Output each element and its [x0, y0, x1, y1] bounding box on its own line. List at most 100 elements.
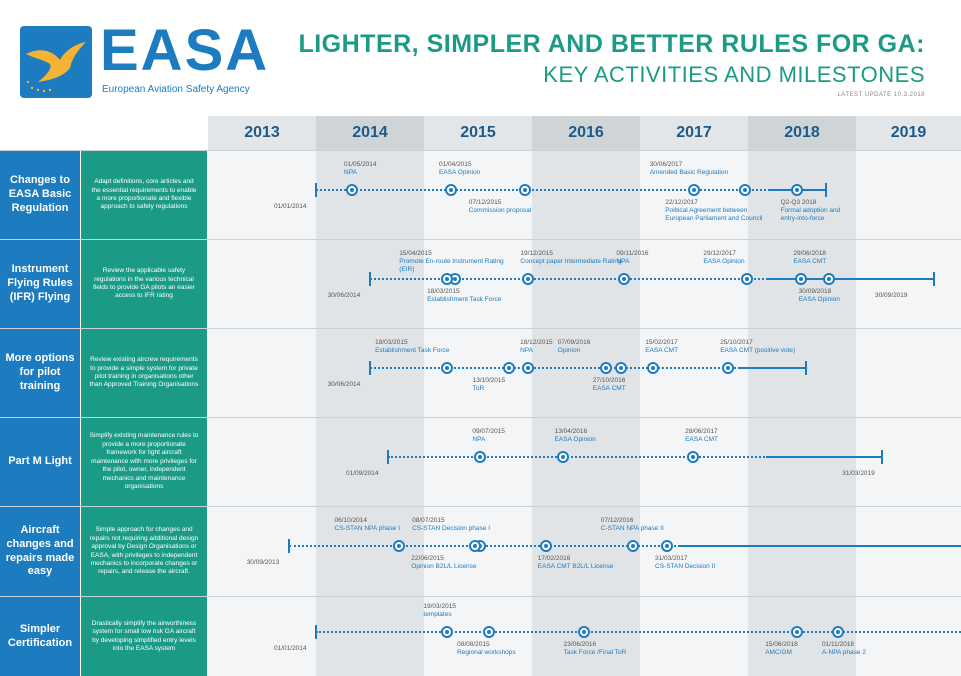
milestone-marker	[599, 362, 612, 374]
milestone-date: 30/09/2018	[798, 288, 832, 295]
milestone-label: 15/02/2017 EASA CMT	[645, 339, 678, 355]
milestone-name: EASA Opinion	[798, 296, 840, 304]
milestone-date: 29/12/2017	[703, 250, 736, 257]
year-label-2014: 2014	[316, 116, 424, 150]
milestone-marker	[502, 362, 515, 374]
milestone-label: 29/12/2017 EASA Opinion	[703, 250, 744, 266]
timeline-dotted-line	[369, 367, 740, 369]
milestone-date: 22/06/2015	[411, 555, 444, 562]
page-subtitle: KEY ACTIVITIES AND MILESTONES	[543, 62, 925, 87]
milestone-name: EASA CMT B2L/L License	[537, 563, 614, 571]
milestone-marker	[741, 273, 754, 285]
row-description: Review existing aircrew requirements to …	[81, 329, 207, 417]
milestone-name: CS-STAN NPA phase I	[334, 525, 401, 533]
milestone-date: 06/10/2014	[334, 517, 368, 524]
milestone-label: 01/05/2014 NPA	[344, 161, 377, 177]
row-description: Adapt definitions, core articles and the…	[81, 151, 207, 239]
milestone-label: Q2-Q3 2018 Formal adoption and entry-into-…	[781, 199, 841, 223]
milestone-name: AMC/GM	[765, 649, 792, 657]
milestone-name: EASA Opinion	[439, 169, 481, 177]
milestone-marker	[577, 626, 590, 638]
timeline-solid-line	[680, 545, 961, 547]
timeline-start-date: 30/06/2014	[327, 381, 361, 388]
milestone-name: A-NPA phase 2	[822, 649, 866, 657]
milestone-label: 06/10/2014 CS-STAN NPA phase I	[335, 517, 401, 533]
milestone-date: 15/04/2015	[399, 250, 432, 257]
logo-subtitle: European Aviation Safety Agency	[102, 84, 250, 95]
milestone-label: 01/04/2015 EASA Opinion	[439, 161, 480, 177]
milestone-date: 09/11/2016	[616, 250, 649, 257]
milestone-name: Formal adoption and entry-into-force	[780, 207, 841, 223]
logo-text: EASA	[100, 18, 270, 83]
milestone-name: EASA Opinion	[554, 436, 596, 444]
milestone-label: 15/04/2015 Promote En-route Instrument Ra…	[399, 250, 503, 274]
milestone-name: NPA	[616, 258, 630, 266]
milestone-date: 19/03/2015	[423, 603, 456, 610]
year-band-2019	[856, 150, 961, 676]
milestone-date: 09/07/2015	[472, 428, 505, 435]
milestone-label: 07/12/2016 C-STAN NPA phase II	[601, 517, 664, 533]
milestone-marker	[790, 184, 803, 196]
milestone-label: 09/07/2015 NPA	[472, 428, 505, 444]
timeline-end-tick	[933, 272, 936, 286]
milestone-date: 08/08/2015	[457, 641, 490, 648]
milestone-marker	[346, 184, 358, 196]
milestone-date: 31/03/2017	[655, 555, 688, 562]
timeline-start-date: 01/01/2014	[274, 203, 307, 210]
row-description: Simplify existing maintenance rules to p…	[81, 418, 207, 506]
milestone-label: 07/09/2016 Opinion	[558, 339, 591, 355]
milestone-label: 09/11/2016 NPA	[616, 250, 648, 266]
milestone-date: 07/09/2016	[557, 339, 591, 346]
milestone-marker	[687, 184, 700, 196]
row-separator	[0, 239, 961, 240]
milestone-date: 13/10/2015	[472, 377, 506, 384]
milestone-label: 15/06/2018 AMC/GM	[765, 641, 798, 657]
milestone-date: 30/06/2017	[649, 161, 683, 168]
milestone-date: 25/10/2017	[720, 339, 753, 346]
milestone-name: Amended Basic Regulation	[649, 169, 729, 177]
milestone-marker	[445, 184, 457, 196]
milestone-label: 27/10/2016 EASA CMT	[593, 377, 626, 393]
milestone-date: 29/06/2018	[793, 250, 826, 257]
year-band-2015	[424, 150, 532, 676]
timeline-start-date: 30/09/2013	[246, 559, 280, 566]
milestone-label: 08/08/2015 Regional workshops	[457, 641, 516, 657]
milestone-date: 08/07/2015	[412, 517, 445, 524]
milestone-label: 30/09/2018 EASA Opinion	[799, 288, 840, 304]
milestone-name: Establishment Task Force	[427, 296, 502, 304]
milestone-name: CS-STAN Decision phase I	[412, 525, 491, 533]
timeline-end-tick	[881, 450, 884, 464]
row-description: Drastically simplify the airworthiness s…	[81, 597, 207, 676]
milestone-name: Opinion	[557, 347, 581, 355]
milestone-name: EASA CMT	[592, 385, 626, 393]
milestone-label: 25/10/2017 EASA CMT (positive vote)	[720, 339, 795, 355]
row-description: Simple approach for changes and repairs …	[81, 507, 207, 596]
year-band-2014	[316, 150, 424, 676]
milestone-marker	[392, 540, 405, 552]
row-separator	[0, 150, 961, 151]
milestone-name: NPA	[472, 436, 486, 444]
milestone-label: 07/12/2015 Commission proposal	[469, 199, 532, 215]
milestone-marker	[556, 451, 569, 463]
milestone-marker	[441, 626, 454, 638]
milestone-label: 18/03/2015 Establishment Task Force	[427, 288, 501, 304]
timeline-dotted-line	[316, 631, 961, 633]
milestone-name: EASA CMT (positive vote)	[720, 347, 796, 355]
milestone-date: 01/05/2014	[344, 161, 377, 168]
milestone-date: 15/06/2018	[765, 641, 798, 648]
milestone-name: Commission proposal	[468, 207, 532, 215]
milestone-marker	[441, 273, 454, 285]
row-title: Aircraft changes and repairs made easy	[0, 507, 80, 596]
row-title: Instrument Flying Rules (IFR) Flying	[0, 240, 80, 328]
year-label-2013: 2013	[208, 116, 316, 150]
milestone-marker	[791, 626, 804, 638]
milestone-name: EASA CMT	[793, 258, 827, 266]
milestone-date: 18/12/2015	[520, 339, 553, 346]
milestone-marker	[618, 273, 631, 285]
milestone-date: 23/06/2016	[563, 641, 597, 648]
timeline-solid-line	[768, 278, 935, 280]
milestone-date: 15/02/2017	[645, 339, 678, 346]
milestone-name: Promote En-route Instrument Rating (EIR)	[399, 258, 504, 274]
row-title: More options for pilot training	[0, 329, 80, 417]
milestone-marker	[647, 362, 660, 374]
